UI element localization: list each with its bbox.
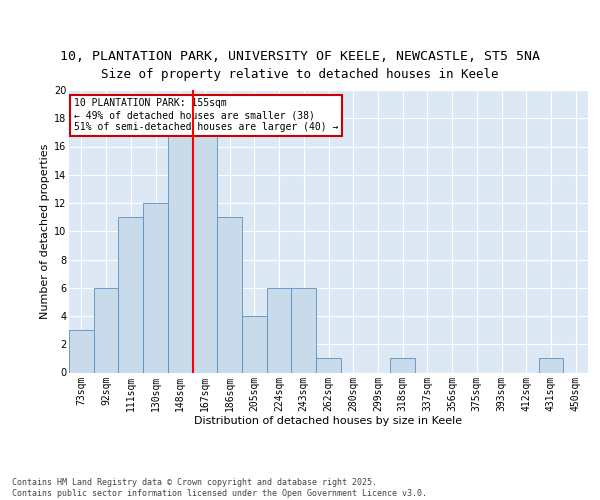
Bar — [539, 358, 563, 372]
Bar — [267, 288, 292, 372]
Bar — [292, 288, 316, 372]
X-axis label: Distribution of detached houses by size in Keele: Distribution of detached houses by size … — [194, 416, 463, 426]
Bar — [69, 330, 94, 372]
Bar — [94, 288, 118, 372]
Bar — [193, 132, 217, 372]
Bar — [316, 358, 341, 372]
Y-axis label: Number of detached properties: Number of detached properties — [40, 144, 50, 319]
Bar — [143, 203, 168, 372]
Text: 10, PLANTATION PARK, UNIVERSITY OF KEELE, NEWCASTLE, ST5 5NA: 10, PLANTATION PARK, UNIVERSITY OF KEELE… — [60, 50, 540, 62]
Bar — [168, 132, 193, 372]
Bar — [390, 358, 415, 372]
Text: Contains HM Land Registry data © Crown copyright and database right 2025.
Contai: Contains HM Land Registry data © Crown c… — [12, 478, 427, 498]
Text: 10 PLANTATION PARK: 155sqm
← 49% of detached houses are smaller (38)
51% of semi: 10 PLANTATION PARK: 155sqm ← 49% of deta… — [74, 98, 338, 132]
Text: Size of property relative to detached houses in Keele: Size of property relative to detached ho… — [101, 68, 499, 81]
Bar — [118, 217, 143, 372]
Bar — [217, 217, 242, 372]
Bar — [242, 316, 267, 372]
